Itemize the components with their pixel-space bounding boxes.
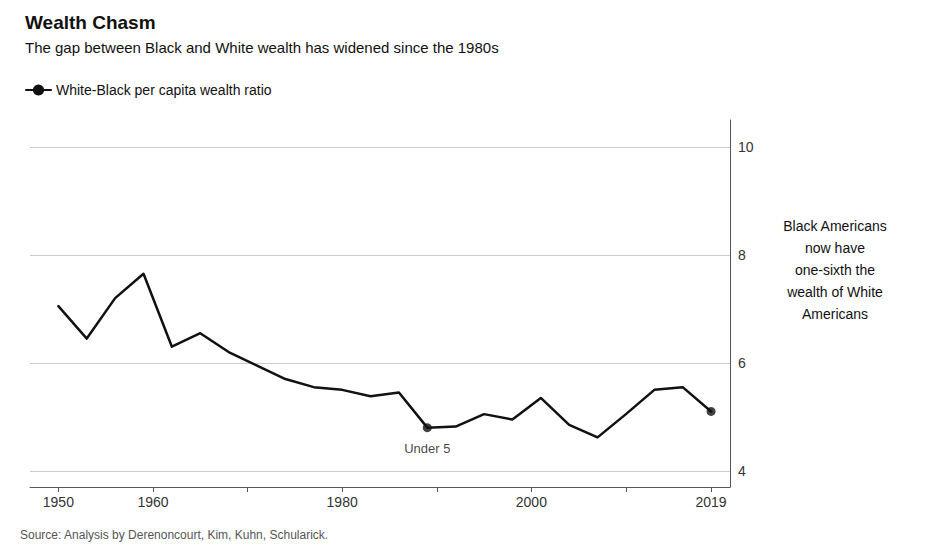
svg-text:Source: Analysis by Derenoncou: Source: Analysis by Derenoncourt, Kim, K… — [20, 528, 328, 542]
svg-text:one-sixth the: one-sixth the — [795, 262, 875, 278]
svg-text:1980: 1980 — [327, 494, 358, 510]
svg-text:4: 4 — [738, 463, 746, 479]
svg-text:6: 6 — [738, 355, 746, 371]
svg-text:Wealth Chasm: Wealth Chasm — [25, 12, 156, 33]
svg-text:10: 10 — [738, 139, 754, 155]
svg-text:now have: now have — [805, 240, 865, 256]
svg-text:1960: 1960 — [137, 494, 168, 510]
svg-text:1950: 1950 — [43, 494, 74, 510]
svg-text:2000: 2000 — [516, 494, 547, 510]
svg-text:2019: 2019 — [696, 494, 727, 510]
svg-text:The gap between Black and Whit: The gap between Black and White wealth h… — [25, 39, 499, 56]
svg-text:Americans: Americans — [802, 306, 868, 322]
svg-text:Black Americans: Black Americans — [783, 218, 886, 234]
svg-text:White-Black per capita wealth: White-Black per capita wealth ratio — [56, 82, 272, 98]
svg-text:Under 5: Under 5 — [404, 441, 450, 456]
svg-text:8: 8 — [738, 247, 746, 263]
svg-text:wealth of White: wealth of White — [786, 284, 883, 300]
